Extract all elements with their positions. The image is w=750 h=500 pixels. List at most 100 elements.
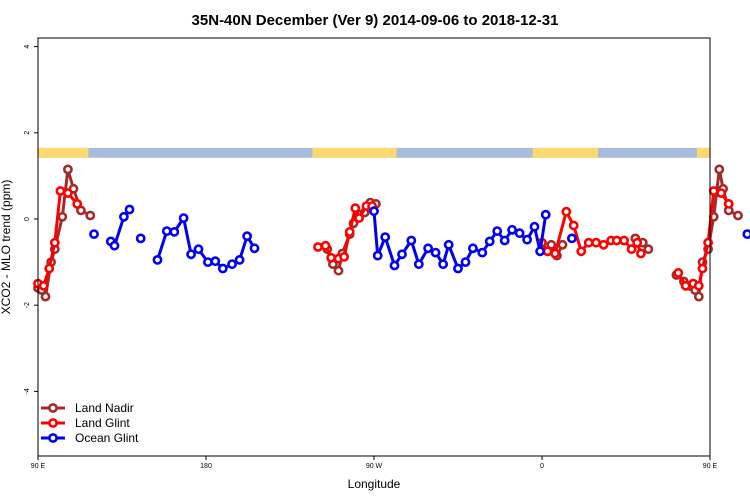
legend-item: Land Nadir	[41, 401, 134, 415]
data-point	[63, 188, 73, 198]
legend-swatch-marker	[48, 418, 58, 428]
y-axis-label: XCO2 - MLO trend (ppm)	[0, 180, 13, 315]
y-tick-label: -4	[24, 388, 31, 394]
series-land-glint	[33, 186, 734, 291]
data-point	[492, 226, 503, 236]
data-point	[186, 249, 196, 260]
data-point	[632, 237, 643, 248]
x-tick-label: 90 E	[31, 463, 46, 470]
data-point	[85, 210, 96, 221]
data-point	[413, 259, 424, 270]
x-tick-label: 180	[200, 463, 212, 470]
data-point	[453, 263, 463, 274]
series-land-nadir	[33, 164, 743, 302]
y-tick-label: -2	[24, 302, 31, 308]
data-point	[406, 235, 417, 246]
legend-label: Land Nadir	[75, 401, 134, 415]
data-point	[567, 233, 577, 244]
data-point	[372, 250, 383, 261]
legend-label: Land Glint	[75, 416, 130, 430]
series-ocean-glint	[89, 204, 750, 274]
land-ocean-band	[38, 147, 710, 158]
data-point	[161, 226, 172, 236]
data-point	[217, 263, 228, 274]
data-point	[529, 221, 540, 232]
data-point	[202, 257, 213, 267]
x-tick-label: 90 E	[703, 463, 718, 470]
data-point	[507, 224, 517, 235]
data-point	[568, 220, 579, 231]
data-point	[124, 204, 135, 215]
data-point	[234, 254, 245, 265]
data-point	[326, 252, 336, 263]
x-tick-label: 90 W	[366, 463, 383, 470]
data-point	[716, 188, 727, 198]
data-point	[249, 243, 260, 254]
land-band-segment	[312, 147, 397, 158]
data-point	[499, 235, 510, 246]
data-point	[467, 243, 478, 254]
data-point	[193, 244, 204, 255]
legend-label: Ocean Glint	[75, 431, 139, 445]
legend-item: Land Glint	[41, 416, 130, 430]
data-point	[380, 232, 391, 242]
data-point	[697, 263, 708, 274]
data-point	[397, 249, 407, 260]
data-point	[49, 237, 60, 248]
data-point	[443, 239, 454, 250]
series-line	[372, 211, 548, 270]
y-tick-label: 4	[24, 45, 31, 49]
data-point	[591, 237, 601, 248]
data-point	[38, 280, 49, 291]
data-point	[540, 209, 551, 220]
y-tick-label: 2	[24, 131, 31, 135]
land-band-segment	[38, 147, 89, 158]
y-tick-label: 0	[24, 217, 31, 221]
data-point	[576, 246, 587, 257]
data-point	[210, 256, 221, 267]
data-point	[484, 236, 495, 247]
data-point	[178, 213, 189, 223]
data-point	[693, 280, 704, 291]
plot-frame	[37, 37, 711, 457]
data-point	[714, 164, 725, 175]
series-line	[317, 204, 373, 261]
data-point	[693, 291, 704, 302]
chart-title: 35N-40N December (Ver 9) 2014-09-06 to 2…	[192, 12, 559, 29]
data-point	[460, 257, 471, 267]
data-point	[109, 240, 120, 251]
data-point	[673, 267, 684, 278]
data-point	[72, 198, 83, 209]
data-point	[242, 231, 252, 242]
data-point	[643, 244, 654, 255]
data-point	[542, 246, 553, 257]
data-point	[619, 235, 629, 246]
data-point	[703, 237, 713, 248]
land-band-segment	[696, 147, 710, 158]
legend-swatch-marker	[48, 433, 58, 443]
data-point	[89, 229, 99, 239]
data-point	[561, 206, 572, 217]
data-point	[550, 248, 560, 259]
legend-swatch-marker	[48, 403, 58, 413]
data-point	[320, 240, 331, 251]
data-point	[369, 206, 379, 217]
data-point	[63, 164, 73, 175]
data-point	[135, 233, 146, 244]
series-layer	[33, 164, 750, 302]
data-point	[636, 248, 646, 259]
data-point	[733, 210, 743, 221]
data-point	[152, 254, 163, 265]
data-point	[626, 244, 637, 255]
data-point	[333, 265, 344, 276]
series-line	[540, 210, 643, 255]
data-point	[723, 198, 734, 209]
data-point	[57, 211, 68, 222]
x-axis-label: Longitude	[348, 477, 401, 491]
data-point	[535, 246, 545, 257]
data-point	[423, 243, 433, 254]
data-point	[169, 226, 180, 237]
land-band-segment	[532, 147, 598, 158]
